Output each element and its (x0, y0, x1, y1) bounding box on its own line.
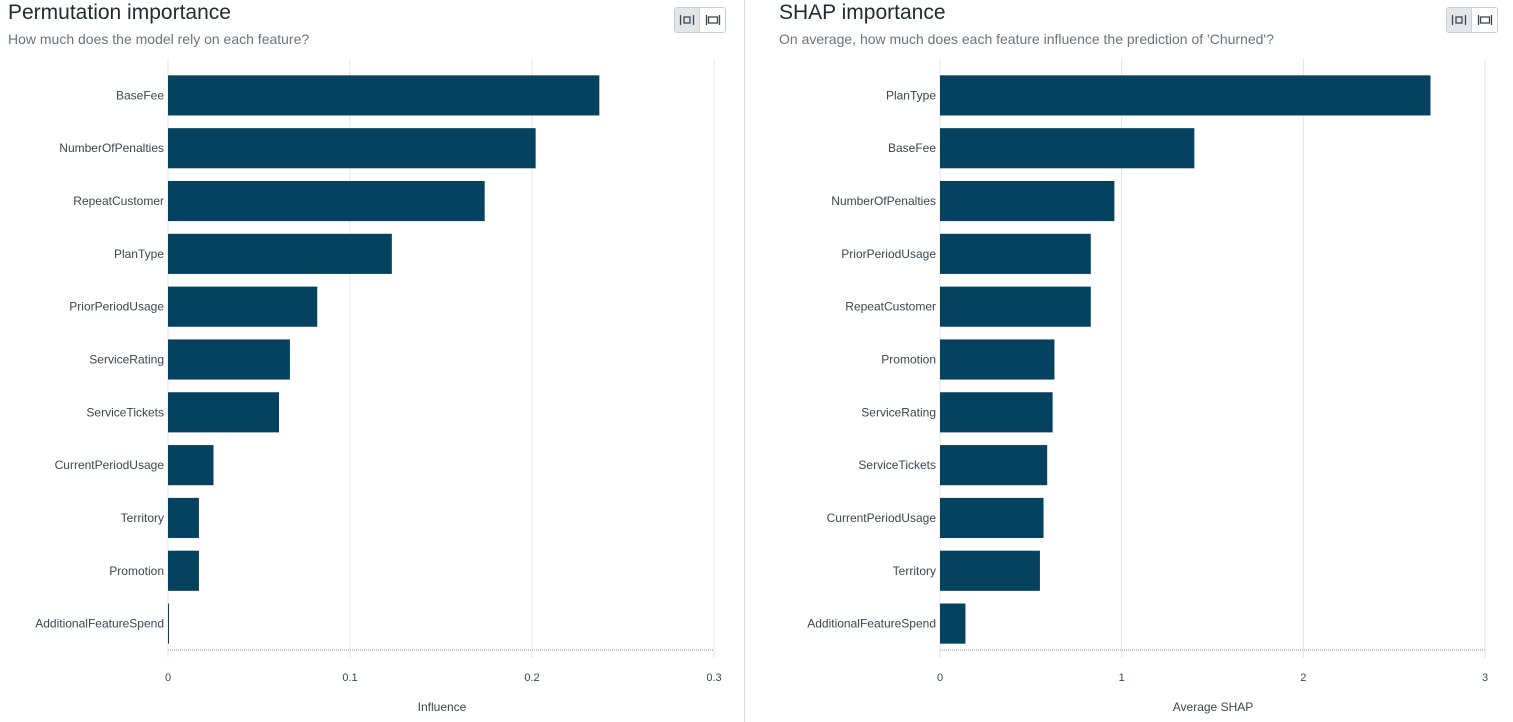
expand-width-icon (1477, 15, 1492, 25)
bar[interactable] (940, 233, 1091, 274)
category-label: PriorPeriodUsage (69, 300, 164, 314)
bar[interactable] (168, 339, 290, 380)
category-label: ServiceRating (861, 405, 936, 419)
category-label: NumberOfPenalties (831, 194, 936, 208)
x-tick-label: 0.2 (524, 672, 539, 684)
category-label: Territory (893, 564, 936, 578)
bar[interactable] (940, 445, 1048, 486)
bar[interactable] (168, 392, 280, 433)
x-tick-label: 0 (937, 672, 943, 684)
category-label: PlanType (886, 88, 936, 102)
x-tick-label: 0.1 (342, 672, 357, 684)
panel-title: Permutation importance (8, 1, 231, 24)
fit-width-icon (679, 15, 695, 25)
x-tick-label: 0 (165, 672, 171, 684)
x-tick-label: 0.3 (706, 672, 721, 684)
bar[interactable] (940, 497, 1044, 539)
shap-importance-panel: SHAP importance On average, how much doe… (761, 0, 1513, 722)
bar[interactable] (168, 286, 318, 327)
category-label: CurrentPeriodUsage (55, 458, 165, 472)
category-label: ServiceRating (89, 353, 164, 367)
category-label: ServiceTickets (86, 405, 164, 419)
bar[interactable] (940, 550, 1040, 591)
view-toggle (674, 7, 726, 33)
category-label: BaseFee (116, 88, 164, 102)
category-label: PlanType (114, 247, 164, 261)
bar[interactable] (940, 128, 1195, 169)
fit-width-toggle[interactable] (1447, 8, 1473, 32)
view-toggle (1446, 7, 1498, 33)
bar[interactable] (940, 603, 966, 644)
expand-width-icon (705, 15, 720, 25)
x-axis-title: Average SHAP (1173, 700, 1254, 714)
permutation-importance-panel: Permutation importance How much does the… (0, 0, 744, 722)
bar[interactable] (168, 75, 600, 116)
bar[interactable] (168, 603, 169, 644)
bar[interactable] (168, 550, 199, 591)
bar[interactable] (168, 497, 199, 539)
permutation-importance-chart: BaseFee NumberOfPenalties RepeatCustomer Pl… (35, 59, 722, 714)
bar[interactable] (940, 286, 1091, 327)
bar[interactable] (940, 339, 1055, 380)
category-label: PriorPeriodUsage (841, 247, 936, 261)
category-label: RepeatCustomer (845, 300, 936, 314)
expand-width-toggle[interactable] (1472, 8, 1497, 32)
bar[interactable] (168, 445, 214, 486)
category-label: Promotion (109, 564, 164, 578)
x-axis-title: Influence (418, 700, 467, 714)
x-tick-label: 1 (1119, 672, 1125, 684)
category-label: ServiceTickets (858, 458, 936, 472)
panel-subtitle: On average, how much does each feature i… (779, 31, 1274, 47)
bar[interactable] (168, 128, 536, 169)
category-label: NumberOfPenalties (59, 141, 164, 155)
bar[interactable] (940, 75, 1431, 116)
panel-divider (744, 0, 761, 722)
bar[interactable] (168, 233, 392, 274)
bar[interactable] (940, 392, 1053, 433)
category-label: CurrentPeriodUsage (827, 511, 937, 525)
bar[interactable] (168, 180, 485, 222)
category-label: AdditionalFeatureSpend (807, 617, 936, 631)
fit-width-toggle[interactable] (675, 8, 701, 32)
x-tick-label: 3 (1482, 672, 1488, 684)
category-label: RepeatCustomer (73, 194, 164, 208)
expand-width-toggle[interactable] (700, 8, 725, 32)
fit-width-icon (1451, 15, 1467, 25)
panel-title: SHAP importance (779, 1, 946, 24)
category-label: Territory (121, 511, 164, 525)
shap-importance-chart: PlanType BaseFee NumberOfPenalties PriorPer… (807, 59, 1488, 714)
x-tick-label: 2 (1300, 672, 1306, 684)
category-label: AdditionalFeatureSpend (35, 617, 164, 631)
panel-subtitle: How much does the model rely on each fea… (8, 31, 310, 47)
category-label: Promotion (881, 353, 936, 367)
category-label: BaseFee (888, 141, 936, 155)
bar[interactable] (940, 180, 1115, 222)
